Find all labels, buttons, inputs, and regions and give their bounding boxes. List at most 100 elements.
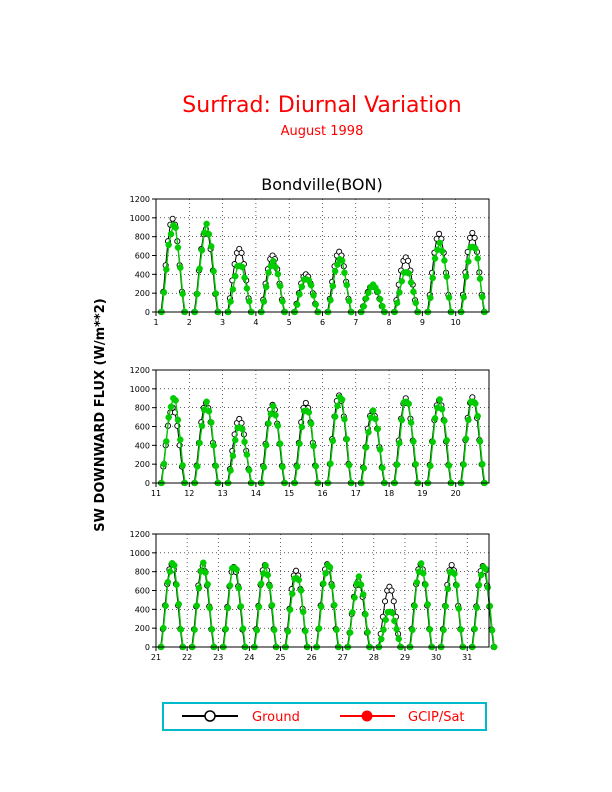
series-sat-point <box>202 569 209 576</box>
series-sat-point <box>171 562 178 569</box>
x-tick-label: 20 <box>451 489 461 498</box>
series-sat-point <box>360 303 368 310</box>
series-ground-point <box>302 399 309 407</box>
series-sat-point <box>424 601 431 608</box>
legend-ground-marker <box>204 710 216 722</box>
series-sat-point <box>198 246 206 254</box>
x-tick-label: 19 <box>417 489 427 498</box>
x-tick-label: 18 <box>384 489 394 498</box>
series-sat-point <box>272 263 279 271</box>
series-sat-point <box>310 442 317 450</box>
series-sat-point <box>233 566 240 573</box>
series-sat-point <box>380 626 387 634</box>
series-sat-point <box>362 295 370 302</box>
x-tick-label: 7 <box>353 318 358 327</box>
x-tick-label: 4 <box>253 318 258 327</box>
series-sat-point <box>179 462 186 469</box>
y-axis-label: SW DOWNWARD FLUX (W/m**2) <box>93 298 108 531</box>
chart-subtitle: August 1998 <box>281 124 364 139</box>
series-sat-point <box>204 581 211 588</box>
series-sat-point <box>265 269 272 276</box>
series-sat-point <box>212 462 220 470</box>
series-sat-point <box>272 411 279 419</box>
series-sat-point <box>206 604 214 612</box>
series-sat-point <box>365 289 372 297</box>
x-tick-label: 15 <box>284 489 294 498</box>
series-sat-point <box>312 463 320 470</box>
series-sat-point <box>305 409 313 416</box>
series-sat-point <box>341 269 348 277</box>
series-sat-point <box>205 407 213 415</box>
series-sat-point <box>164 578 172 586</box>
series-ground-point <box>388 587 395 594</box>
series-sat-point <box>265 420 272 427</box>
series-sat-point <box>327 296 334 304</box>
series-sat-point <box>208 626 216 633</box>
series-sat-point <box>328 582 336 590</box>
series-sat-point <box>431 255 439 262</box>
series-sat-point <box>484 584 492 591</box>
series-sat-point <box>208 243 215 250</box>
x-tick-label: 10 <box>451 318 461 327</box>
series-sat-point <box>229 452 237 460</box>
series-sat-point <box>238 425 246 433</box>
series-sat-point <box>298 283 306 291</box>
series-sat-point <box>429 274 436 282</box>
series-sat-point <box>343 281 351 289</box>
series-sat-point <box>351 594 358 601</box>
series-sat-point <box>293 463 301 470</box>
station-name: Bondville(BON) <box>261 175 382 194</box>
series-sat-point <box>293 301 301 308</box>
series-sat-point <box>420 570 427 577</box>
series-sat-point <box>436 239 443 247</box>
series-sat-point <box>289 590 296 598</box>
series-sat-point <box>177 264 184 271</box>
series-sat-point <box>333 626 340 634</box>
x-tick-label: 1 <box>153 318 158 327</box>
series-sat-point <box>426 626 434 633</box>
series-sat-point <box>438 406 446 413</box>
chart-title: Surfrad: Diurnal Variation <box>182 93 461 118</box>
series-sat-point <box>198 422 206 430</box>
series-sat-point <box>160 289 168 296</box>
series-sat-point <box>378 635 385 643</box>
series-sat-point <box>195 584 203 592</box>
series-sat-point <box>165 414 172 421</box>
x-tick-label: 2 <box>187 318 192 327</box>
series-sat-point <box>472 245 479 252</box>
series-sat-point <box>405 400 412 408</box>
y-tick-label: 800 <box>135 404 150 413</box>
x-tick-label: 3 <box>220 318 225 327</box>
x-tick-label: 13 <box>218 489 228 498</box>
series-sat-point <box>457 626 465 633</box>
chart-panel-3: 0 200 400 600 800 1000 1200 21 22 23 24 25 26 27 28 29 3… <box>130 530 498 662</box>
series-sat-point <box>398 278 406 285</box>
series-sat-point <box>160 624 167 632</box>
series-sat-point <box>440 626 447 634</box>
series-sat-point <box>296 440 303 447</box>
series-sat-point <box>410 438 417 445</box>
series-sat-point <box>360 591 367 598</box>
series-sat-point <box>194 290 201 298</box>
series-sat-point <box>488 627 496 634</box>
series-sat-point <box>476 275 484 282</box>
y-tick-label: 600 <box>135 587 150 596</box>
x-tick-label: 12 <box>184 489 194 498</box>
x-tick-label: 30 <box>431 653 441 662</box>
series-sat-point <box>345 461 353 469</box>
y-tick-label: 1200 <box>130 195 150 204</box>
series-sat-point <box>407 419 415 426</box>
series-sat-point <box>177 436 184 443</box>
series-sat-point <box>365 428 372 436</box>
series-sat-point <box>210 267 217 275</box>
series-sat-point <box>441 257 448 264</box>
series-sat-point <box>286 606 294 613</box>
series-sat-point <box>334 402 341 410</box>
series-sat-point <box>395 635 402 643</box>
series-sat-point <box>431 415 439 422</box>
series-sat-point <box>341 415 348 423</box>
series-sat-point <box>307 281 315 289</box>
series-sat-point <box>196 265 203 272</box>
series-sat-point <box>299 608 307 616</box>
series-sat-point <box>411 602 418 610</box>
